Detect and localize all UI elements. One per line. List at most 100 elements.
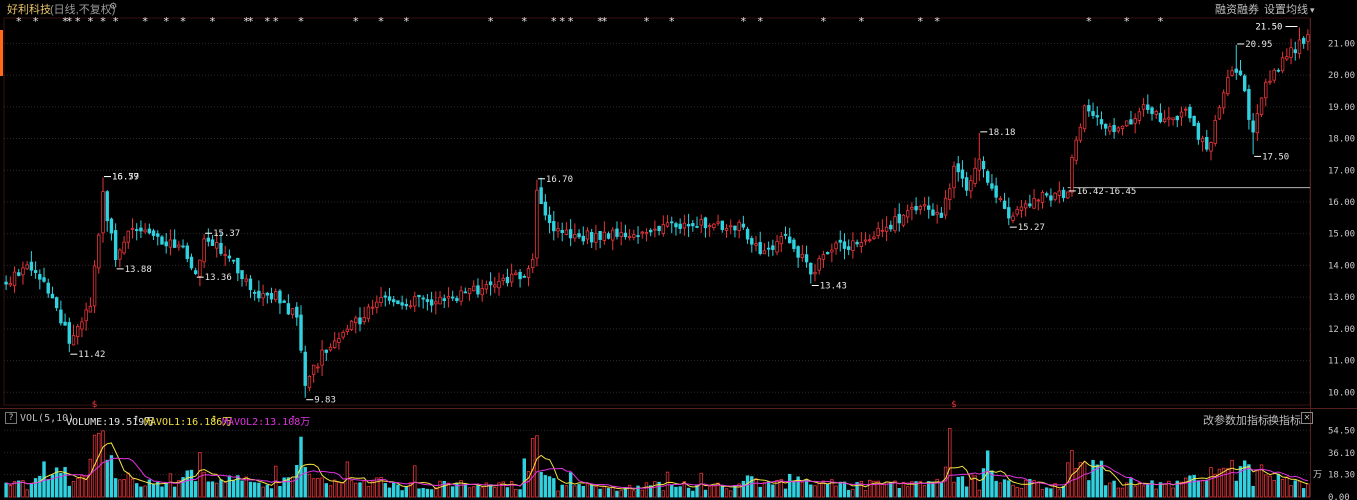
candle[interactable]: [695, 216, 699, 229]
candle[interactable]: [589, 228, 594, 248]
candle[interactable]: [1011, 212, 1015, 224]
candle[interactable]: [1141, 97, 1146, 117]
volume-bar[interactable]: [838, 481, 842, 498]
news-marker[interactable]: *: [353, 15, 359, 28]
volume-bar[interactable]: [851, 488, 855, 498]
candle[interactable]: [560, 222, 564, 242]
candle[interactable]: [1226, 69, 1230, 97]
candle[interactable]: [1116, 126, 1121, 134]
volume-bar[interactable]: [231, 479, 236, 498]
volume-bar[interactable]: [1234, 480, 1238, 498]
candle[interactable]: [838, 230, 842, 252]
volume-bar[interactable]: [240, 480, 244, 498]
candle[interactable]: [1074, 136, 1078, 165]
margin-trading-link[interactable]: 融资融券: [1215, 4, 1259, 16]
volume-bar[interactable]: [1179, 481, 1184, 498]
volume-bar[interactable]: [8, 484, 13, 498]
candle[interactable]: [408, 300, 413, 309]
volume-bar[interactable]: [939, 482, 944, 498]
candle[interactable]: [244, 274, 248, 287]
volume-bar[interactable]: [771, 484, 775, 498]
candle[interactable]: [518, 269, 522, 288]
candle[interactable]: [366, 303, 371, 323]
candle[interactable]: [632, 229, 636, 241]
news-marker[interactable]: *: [859, 15, 865, 28]
volume-bar[interactable]: [328, 485, 333, 498]
candle[interactable]: [927, 196, 931, 219]
news-marker[interactable]: *: [243, 15, 249, 28]
candle[interactable]: [682, 214, 687, 236]
candle[interactable]: [1221, 89, 1226, 114]
candle[interactable]: [172, 229, 177, 248]
candle[interactable]: [1171, 117, 1175, 126]
candle[interactable]: [834, 240, 838, 255]
volume-bar[interactable]: [370, 480, 375, 498]
candle[interactable]: [1175, 115, 1179, 128]
candle[interactable]: [611, 227, 615, 251]
candle[interactable]: [809, 262, 813, 284]
close-icon[interactable]: ✕: [1301, 412, 1313, 424]
volume-bar[interactable]: [1192, 474, 1196, 498]
candle[interactable]: [25, 261, 29, 271]
news-marker[interactable]: *: [1124, 15, 1130, 28]
candle[interactable]: [345, 324, 350, 336]
volume-bar[interactable]: [766, 481, 771, 498]
candle[interactable]: [733, 225, 737, 238]
candle[interactable]: [1125, 120, 1129, 128]
candle[interactable]: [1036, 198, 1040, 211]
candle[interactable]: [1297, 27, 1302, 59]
candle[interactable]: [737, 219, 741, 239]
news-marker[interactable]: *: [180, 15, 186, 28]
volume-bar[interactable]: [1154, 488, 1158, 498]
candle[interactable]: [775, 235, 779, 256]
candle[interactable]: [1285, 48, 1289, 62]
volume-bar[interactable]: [539, 471, 543, 498]
candle[interactable]: [1188, 104, 1192, 123]
volume-bar[interactable]: [699, 472, 703, 498]
candle[interactable]: [391, 295, 396, 307]
volume-bar[interactable]: [215, 482, 219, 498]
volume-bar[interactable]: [459, 480, 463, 498]
volume-bar[interactable]: [509, 481, 514, 498]
news-marker[interactable]: *: [821, 15, 827, 28]
candle[interactable]: [1162, 109, 1167, 124]
volume-bar[interactable]: [286, 477, 291, 498]
candle[interactable]: [446, 287, 451, 308]
volume-bar[interactable]: [130, 478, 135, 498]
volume-bar[interactable]: [139, 486, 143, 498]
volume-bar[interactable]: [505, 487, 510, 498]
volume-bar[interactable]: [636, 485, 640, 498]
candle[interactable]: [455, 295, 459, 304]
volume-bar[interactable]: [670, 484, 674, 498]
volume-bar[interactable]: [872, 480, 876, 498]
candle[interactable]: [341, 330, 345, 340]
volume-bar[interactable]: [943, 466, 948, 498]
news-marker[interactable]: *: [669, 15, 675, 28]
volume-bar[interactable]: [17, 480, 21, 498]
candle[interactable]: [299, 305, 303, 354]
chart-mode[interactable]: (日线,不复权): [50, 4, 116, 16]
candle[interactable]: [210, 235, 215, 246]
candle[interactable]: [202, 234, 206, 269]
volume-bar[interactable]: [1129, 478, 1133, 498]
volume-bar[interactable]: [366, 485, 371, 498]
volume-bar[interactable]: [1125, 482, 1129, 498]
news-marker[interactable]: *: [404, 15, 410, 28]
volume-bar[interactable]: [1293, 480, 1297, 498]
volume-bar[interactable]: [927, 481, 931, 498]
volume-bar[interactable]: [29, 483, 34, 498]
volume-bar[interactable]: [615, 490, 619, 498]
volume-bar[interactable]: [25, 489, 29, 498]
volume-bar[interactable]: [484, 482, 489, 498]
candle[interactable]: [1061, 186, 1066, 202]
candle[interactable]: [1230, 66, 1234, 77]
candle[interactable]: [59, 300, 63, 326]
volume-bar[interactable]: [46, 479, 50, 498]
volume-bar[interactable]: [185, 470, 189, 498]
volume-bar[interactable]: [1230, 459, 1234, 498]
candle[interactable]: [1242, 73, 1247, 93]
candle[interactable]: [92, 260, 97, 314]
candle[interactable]: [147, 223, 152, 235]
candlesticks[interactable]: [4, 27, 1310, 398]
candle[interactable]: [922, 197, 927, 211]
